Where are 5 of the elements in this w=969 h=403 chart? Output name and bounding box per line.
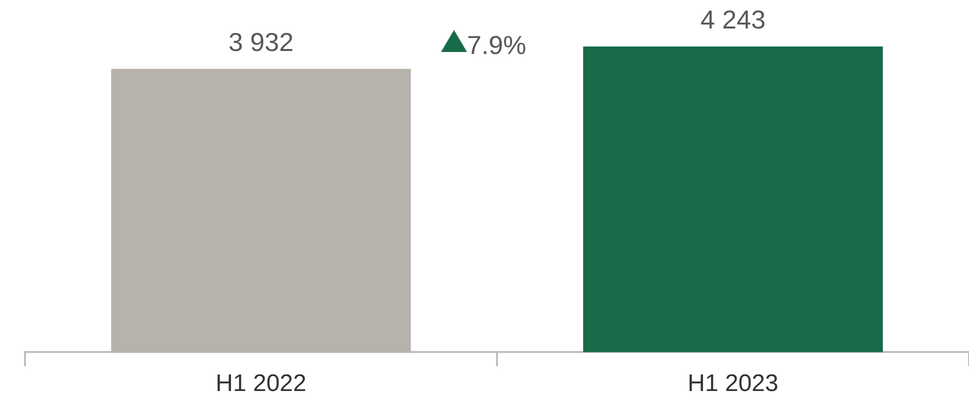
x-tick-label: H1 2022 [216,370,306,398]
data-label: 4 243 [700,4,766,35]
annotation: 7.9% [467,30,526,60]
data-label: 3 932 [228,27,294,58]
x-tick-label: H1 2023 [688,370,778,398]
